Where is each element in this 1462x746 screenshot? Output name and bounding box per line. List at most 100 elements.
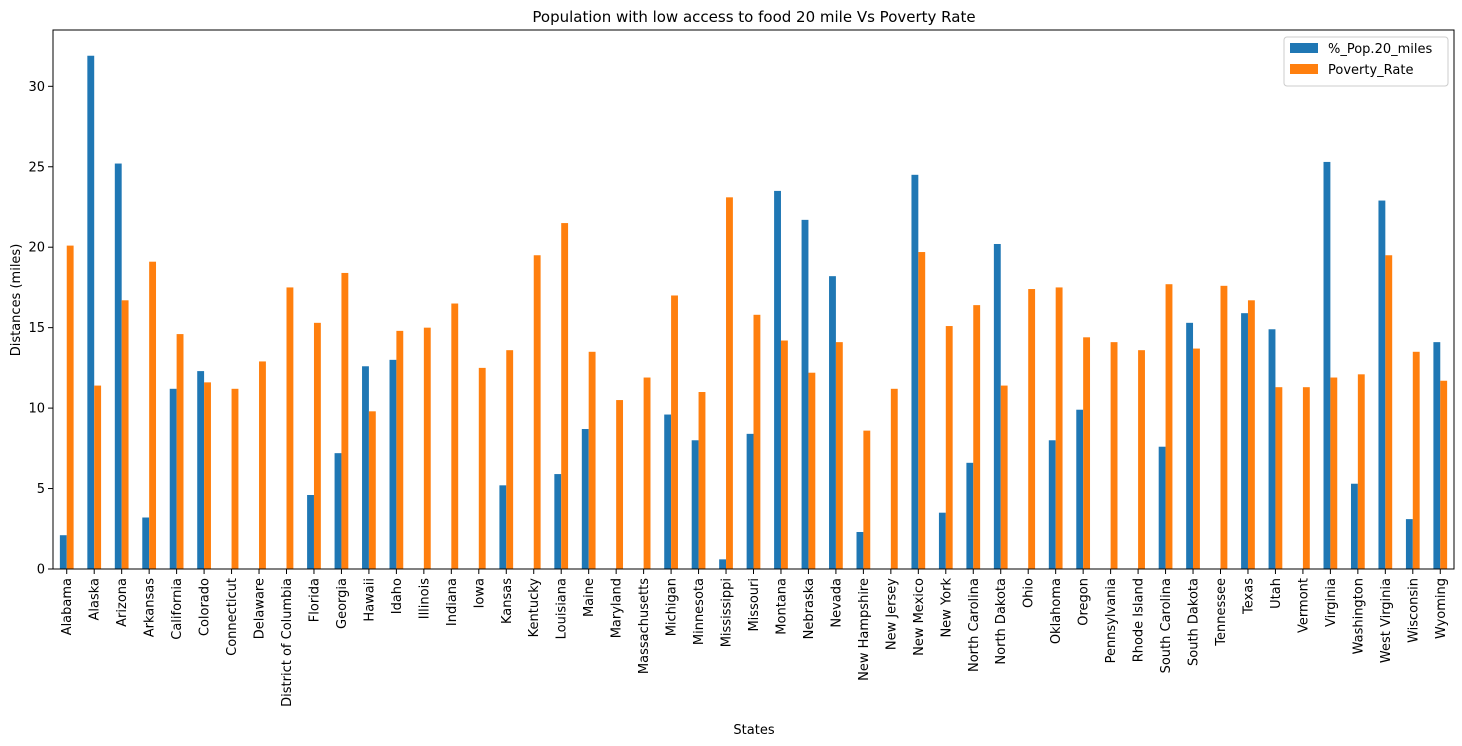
y-tick-label: 30 [28,80,45,95]
bar-pop-20-miles-california [169,388,177,569]
bar-poverty-rate-florida [313,322,321,569]
x-tick-label: South Carolina [1159,578,1174,673]
bar-poverty-rate-utah [1275,387,1283,569]
x-tick-label: Montana [774,578,789,635]
bar-pop-20-miles-idaho [389,359,397,569]
bar-poverty-rate-illinois [423,327,431,569]
x-tick-label: Pennsylvania [1104,578,1119,663]
bar-poverty-rate-indiana [451,303,459,569]
bar-poverty-rate-maine [588,351,596,569]
x-tick-label: Georgia [335,578,350,629]
y-tick-label: 25 [28,160,45,175]
x-tick-label: West Virginia [1379,578,1394,663]
bar-poverty-rate-west-virginia [1385,255,1393,569]
bar-pop-20-miles-oklahoma [1048,440,1056,569]
bar-pop-20-miles-michigan [664,414,672,569]
x-tick-label: Mississippi [720,578,735,647]
bar-poverty-rate-vermont [1302,387,1310,569]
bar-pop-20-miles-louisiana [554,474,562,569]
legend-label-series-1: %_Pop.20_miles [1328,42,1432,57]
bar-poverty-rate-rhode-island [1138,350,1145,569]
x-tick-label: Minnesota [692,578,707,645]
x-tick-label: Utah [1269,578,1284,609]
x-tick-label: Tennessee [1214,578,1229,647]
bar-pop-20-miles-texas [1241,313,1248,569]
x-tick-label: Colorado [198,578,213,636]
x-tick-label: Alabama [60,578,75,635]
x-tick-label: Alaska [88,578,103,621]
bar-pop-20-miles-alaska [87,55,95,570]
x-tick-label: Oklahoma [1049,578,1064,644]
x-tick-label: Illinois [417,578,432,619]
bar-poverty-rate-new-york [945,326,953,569]
bar-poverty-rate-missouri [753,314,761,569]
bar-poverty-rate-california [176,334,184,569]
bar-poverty-rate-new-jersey [890,388,898,569]
bar-pop-20-miles-new-mexico [911,174,919,569]
bar-poverty-rate-montana [780,340,788,569]
bar-pop-20-miles-georgia [334,453,342,569]
bar-poverty-rate-arkansas [149,261,157,569]
bar-poverty-rate-delaware [259,361,266,569]
x-tick-label: Arizona [115,578,130,627]
bar-poverty-rate-washington [1357,374,1365,569]
x-tick-label: South Dakota [1187,578,1202,666]
bar-pop-20-miles-nebraska [801,219,809,570]
bar-pop-20-miles-north-carolina [966,462,974,569]
x-tick-label: Missouri [747,578,762,632]
x-tick-label: Louisiana [555,578,570,639]
x-tick-label: Rhode Island [1132,578,1147,662]
bar-poverty-rate-kentucky [533,255,541,569]
bar-poverty-rate-nebraska [808,372,816,569]
x-tick-label: North Dakota [994,578,1009,665]
x-tick-label: Florida [307,578,322,622]
legend-swatch-series-1 [1290,43,1318,53]
x-tick-label: Oregon [1077,578,1092,626]
bar-poverty-rate-wyoming [1440,380,1448,569]
bar-pop-20-miles-florida [307,494,314,569]
x-tick-label: Texas [1241,578,1256,615]
x-tick-label: Wisconsin [1406,578,1421,643]
bar-poverty-rate-alabama [66,245,74,569]
bar-pop-20-miles-montana [774,190,781,569]
x-axis: Alabama Alaska Arizona Arkansas California Co… [60,569,1449,707]
bar-poverty-rate-wisconsin [1412,351,1420,569]
bar-poverty-rate-maryland [616,400,624,569]
bar-pop-20-miles-arkansas [142,517,150,569]
bar-poverty-rate-new-mexico [918,252,926,570]
bar-pop-20-miles-wisconsin [1405,519,1413,569]
bar-pop-20-miles-hawaii [362,366,369,569]
bar-pop-20-miles-virginia [1323,161,1331,569]
y-tick-label: 0 [37,563,45,578]
bar-poverty-rate-south-carolina [1165,284,1173,569]
x-axis-label: States [733,723,774,738]
bar-poverty-rate-oklahoma [1055,287,1063,569]
bar-poverty-rate-iowa [478,367,486,569]
x-tick-label: New Jersey [884,578,899,650]
x-tick-label: Arkansas [143,578,158,637]
bar-pop-20-miles-maine [581,429,589,569]
x-tick-label: Ohio [1022,578,1037,608]
bar-pop-20-miles-minnesota [691,440,699,569]
bars-group [59,55,1448,570]
bar-pop-20-miles-south-carolina [1158,446,1166,569]
bar-poverty-rate-connecticut [231,388,239,569]
bar-poverty-rate-nevada [835,342,843,569]
y-axis-label: Distances (miles) [9,244,24,357]
bar-pop-20-miles-colorado [197,371,205,569]
bar-poverty-rate-minnesota [698,392,706,569]
legend-swatch-series-2 [1290,64,1318,74]
bar-pop-20-miles-new-hampshire [856,531,864,569]
bar-pop-20-miles-west-virginia [1378,200,1386,570]
x-tick-label: Kansas [500,578,515,624]
bar-pop-20-miles-oregon [1076,409,1084,569]
bar-pop-20-miles-kansas [499,485,507,569]
bar-poverty-rate-pennsylvania [1110,342,1118,569]
bar-poverty-rate-new-hampshire [863,430,871,569]
y-tick-label: 15 [28,321,45,336]
bar-pop-20-miles-utah [1268,329,1276,569]
bar-poverty-rate-idaho [396,330,404,569]
x-tick-label: Hawaii [362,578,377,622]
bar-poverty-rate-south-dakota [1193,348,1200,569]
